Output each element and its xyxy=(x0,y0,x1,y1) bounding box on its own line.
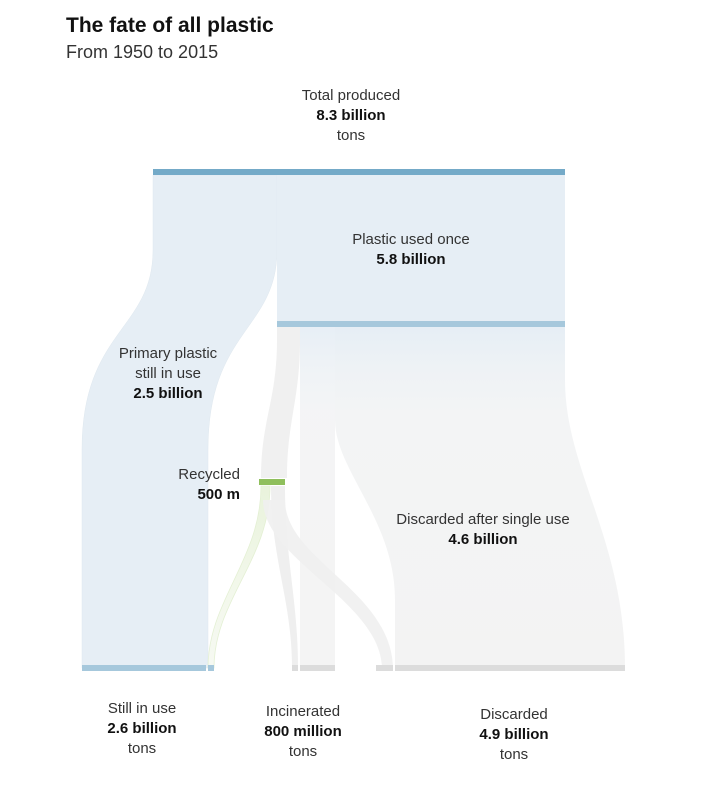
chart-title: The fate of all plastic xyxy=(66,14,274,37)
label-plastic-used-once-name: Plastic used once xyxy=(352,231,470,248)
flow-plastic-used-once xyxy=(277,175,565,325)
bar-still-in-use xyxy=(82,665,206,671)
bar-still-in-use-recycled xyxy=(208,665,214,671)
label-still-in-use-value: 2.6 billion xyxy=(107,720,177,737)
bar-discarded-b xyxy=(395,665,625,671)
label-still-in-use-name: Still in use xyxy=(107,700,177,717)
flow-recycled-to-still xyxy=(207,485,271,669)
bar-total-produced xyxy=(153,169,565,175)
label-plastic-used-once: Plastic used once 5.8 billion xyxy=(321,230,501,270)
label-incinerated-unit: tons xyxy=(288,743,318,760)
flow-primary-still-in-use xyxy=(81,174,278,669)
label-total-produced-value: 8.3 billion xyxy=(316,107,386,124)
label-discarded-name: Discarded xyxy=(480,706,548,723)
label-recycled-value: 500 m xyxy=(197,486,240,503)
label-recycled-name: Recycled xyxy=(178,466,240,483)
label-total-produced: Total produced 8.3 billion tons xyxy=(271,86,431,146)
label-discarded-single-value: 4.6 billion xyxy=(448,531,518,548)
bar-incinerated-b xyxy=(300,665,335,671)
label-primary-line2: still in use xyxy=(135,365,201,382)
label-still-in-use: Still in use 2.6 billion tons xyxy=(82,699,202,759)
label-total-produced-unit: tons xyxy=(336,127,366,144)
label-primary-value: 2.5 billion xyxy=(133,385,203,402)
bar-discarded-a xyxy=(376,665,393,671)
bar-plastic-used-once xyxy=(277,321,565,327)
label-incinerated-name: Incinerated xyxy=(265,703,341,720)
label-discarded-single-name: Discarded after single use xyxy=(396,511,570,528)
chart-subtitle: From 1950 to 2015 xyxy=(66,42,219,62)
label-discarded-value: 4.9 billion xyxy=(479,726,549,743)
flow-incinerated-single xyxy=(300,327,335,668)
flow-recycled-in xyxy=(261,327,300,478)
bar-incinerated-a xyxy=(292,665,298,671)
label-plastic-used-once-value: 5.8 billion xyxy=(376,251,446,268)
label-primary-line1: Primary plastic xyxy=(118,345,218,362)
label-discarded-unit: tons xyxy=(499,746,529,763)
label-incinerated: Incinerated 800 million tons xyxy=(243,702,363,762)
label-still-in-use-unit: tons xyxy=(127,740,157,757)
label-total-produced-name: Total produced xyxy=(301,87,401,104)
label-recycled: Recycled 500 m xyxy=(160,465,240,505)
bar-recycled xyxy=(259,479,285,485)
flow-recycled-to-discarded xyxy=(263,500,393,668)
flow-discarded-after-single-use xyxy=(335,327,625,668)
label-discarded-after-single-use: Discarded after single use 4.6 billion xyxy=(368,510,598,550)
label-primary-still-in-use: Primary plastic still in use 2.5 billion xyxy=(98,344,238,404)
label-incinerated-value: 800 million xyxy=(264,723,342,740)
label-discarded: Discarded 4.9 billion tons xyxy=(454,705,574,765)
